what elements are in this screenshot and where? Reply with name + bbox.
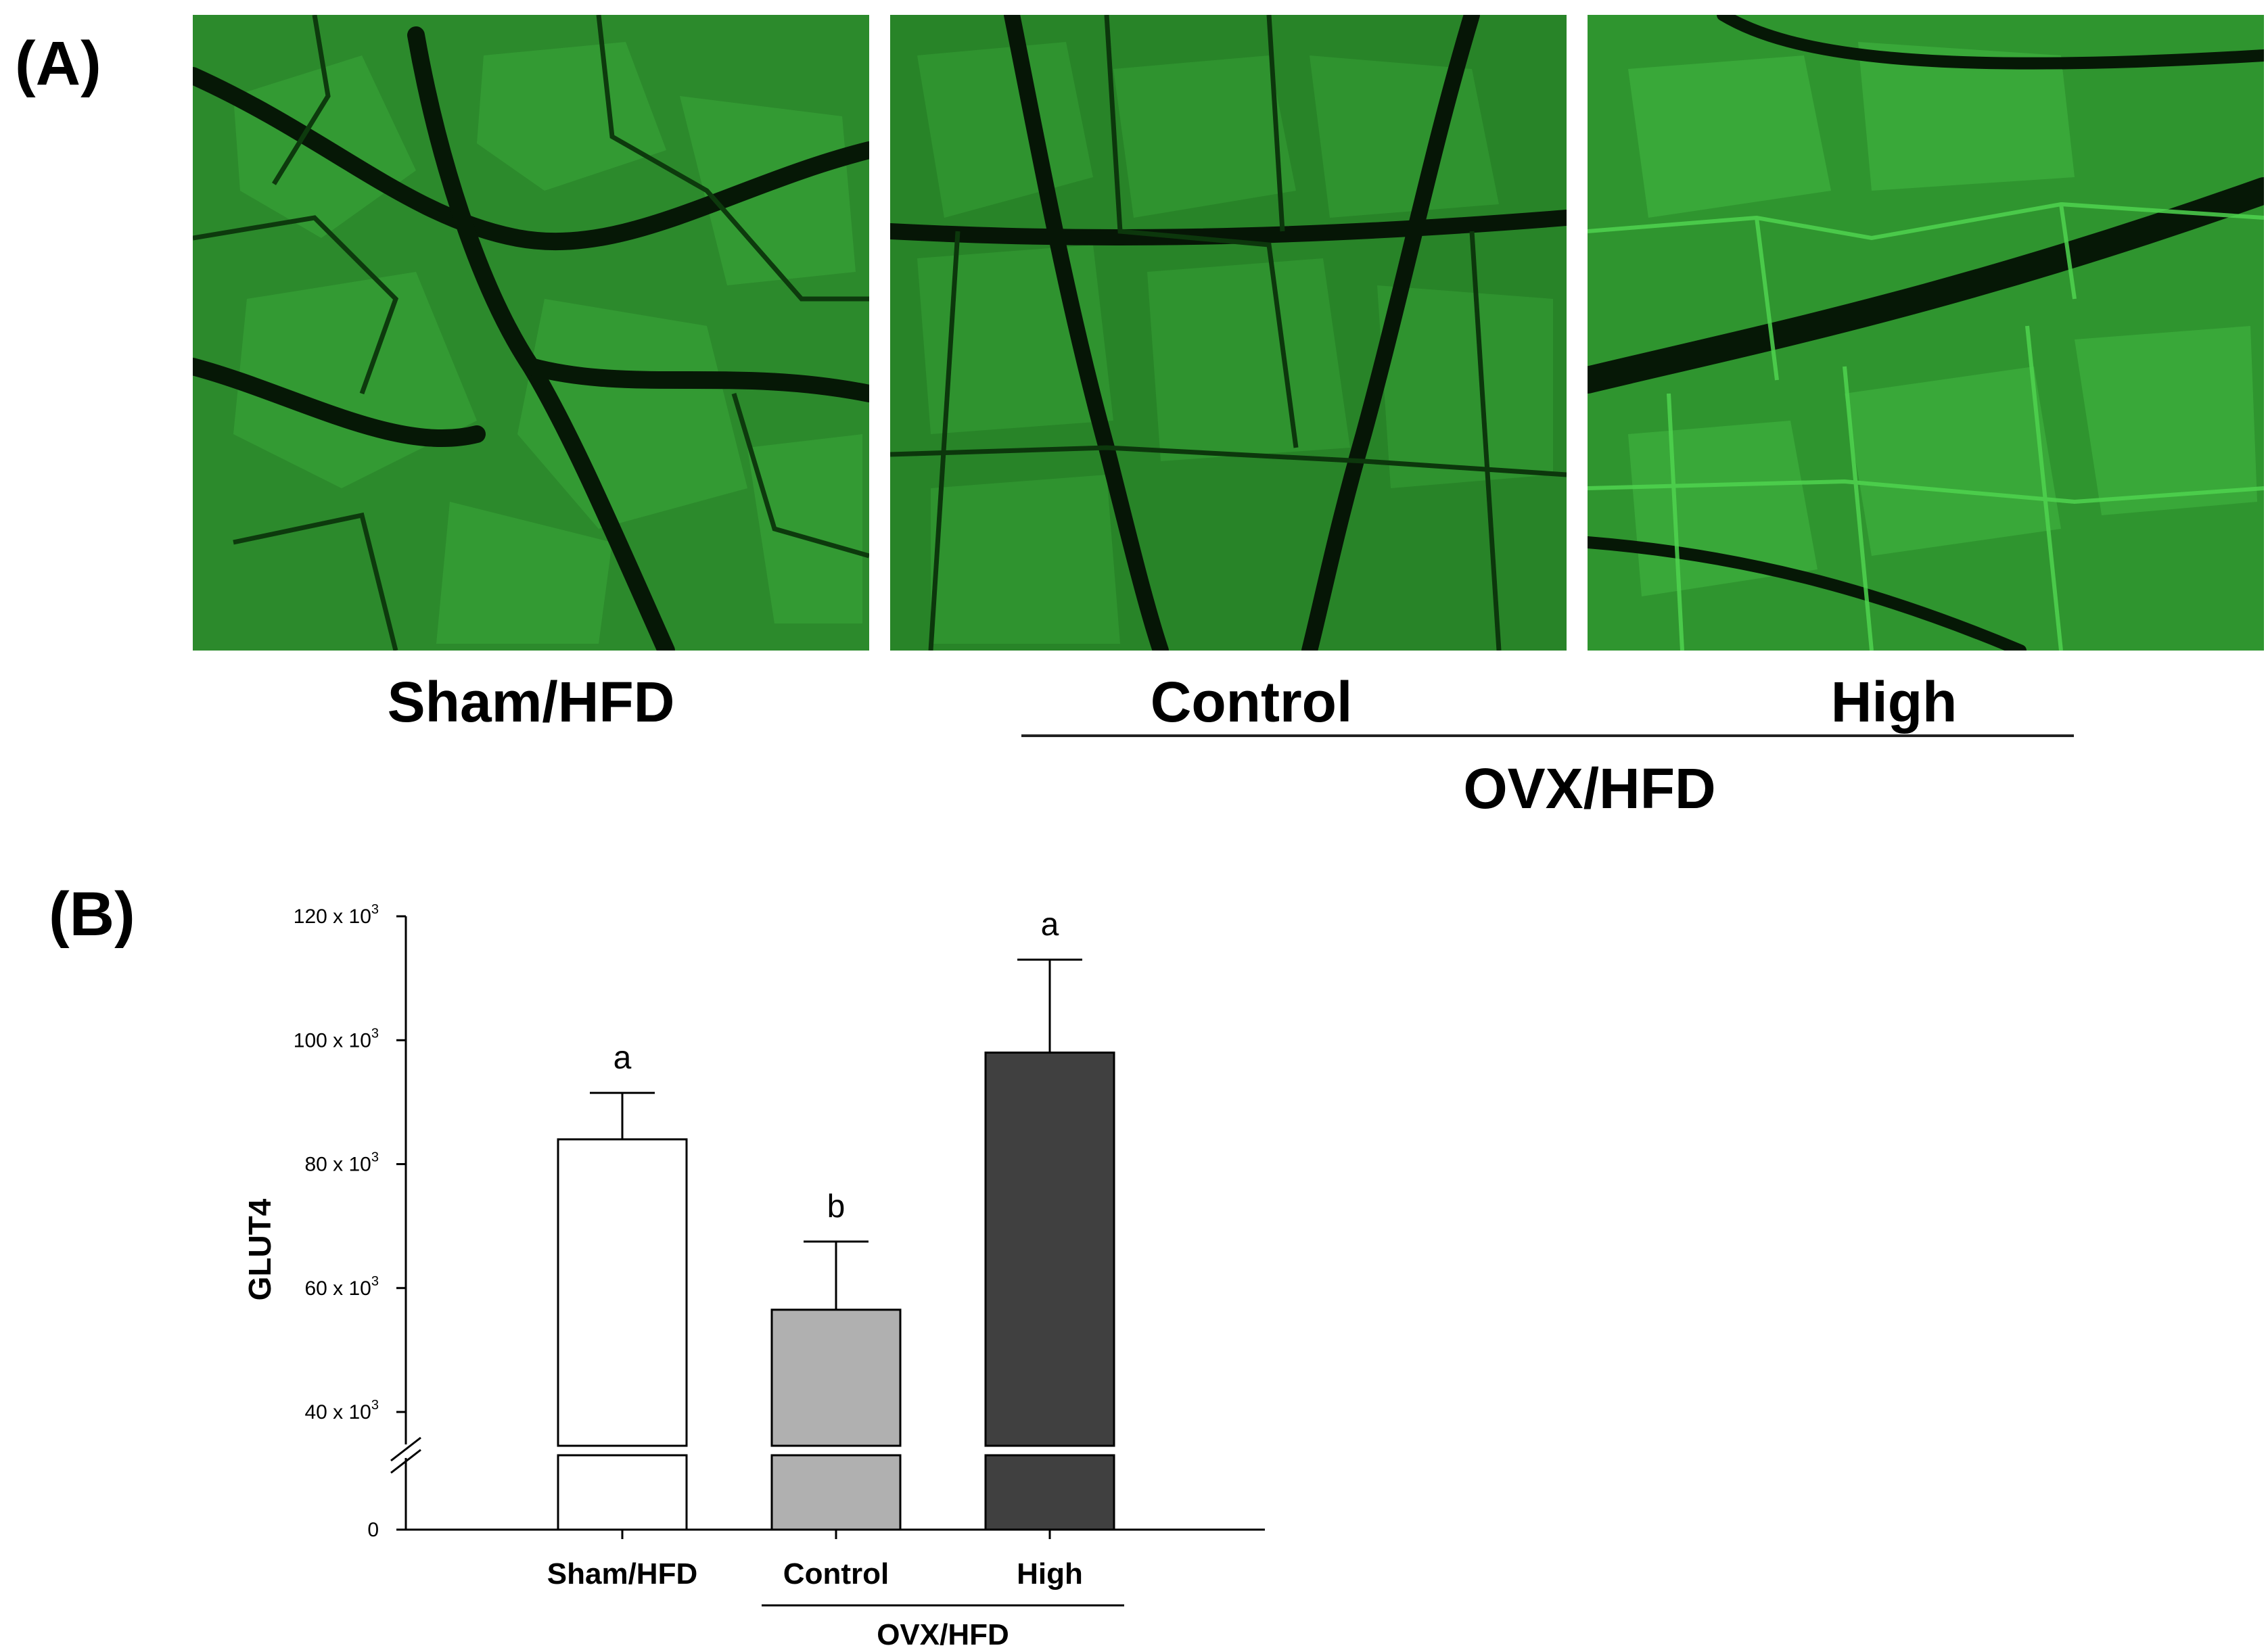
category-label: High <box>1017 1557 1083 1590</box>
significance-letter: a <box>614 1040 632 1076</box>
significance-letter: b <box>827 1189 846 1225</box>
micrograph-sham-hfd <box>193 15 869 651</box>
bar-high-lower <box>984 1454 1115 1531</box>
bar-sham-hfd-lower <box>557 1454 688 1531</box>
caption-control: Control <box>1150 670 1353 734</box>
y-axis-title: GLUT4 <box>242 1198 277 1300</box>
ovx-hfd-group-label: OVX/HFD <box>1463 757 1716 820</box>
ovx-hfd-bracket-line <box>1021 734 2074 737</box>
axis-break-mark <box>390 1436 421 1462</box>
group-label-ovx-hfd: OVX/HFD <box>877 1618 1009 1650</box>
category-label: Sham/HFD <box>547 1557 697 1590</box>
y-tick-label: 100 x 103 <box>294 1026 379 1052</box>
category-label: Control <box>783 1557 889 1590</box>
significance-letter: a <box>1041 907 1059 943</box>
micrograph-high <box>1588 15 2264 651</box>
y-tick-label: 60 x 103 <box>304 1274 379 1300</box>
panel-a-label: (A) <box>15 29 101 98</box>
glut4-bar-chart: 0 40 x 103 60 x 103 80 x 103 100 x 103 120 x … <box>242 902 1265 1650</box>
y-tick-label: 80 x 103 <box>304 1150 379 1176</box>
y-tick-label: 40 x 103 <box>304 1398 379 1423</box>
axis-break-mark <box>390 1448 421 1474</box>
bar-control-upper <box>770 1309 902 1447</box>
bar-high-upper <box>984 1052 1115 1447</box>
caption-sham-hfd: Sham/HFD <box>387 670 675 734</box>
micrograph-control <box>890 15 1567 651</box>
caption-high: High <box>1830 670 1958 734</box>
bar-sham-hfd-upper <box>557 1138 688 1447</box>
y-tick-label: 120 x 103 <box>294 902 379 928</box>
panel-b-label: (B) <box>49 880 135 949</box>
bars: a b a <box>557 907 1115 1531</box>
y-tick-label: 0 <box>367 1519 379 1541</box>
bar-control-lower <box>770 1454 902 1531</box>
